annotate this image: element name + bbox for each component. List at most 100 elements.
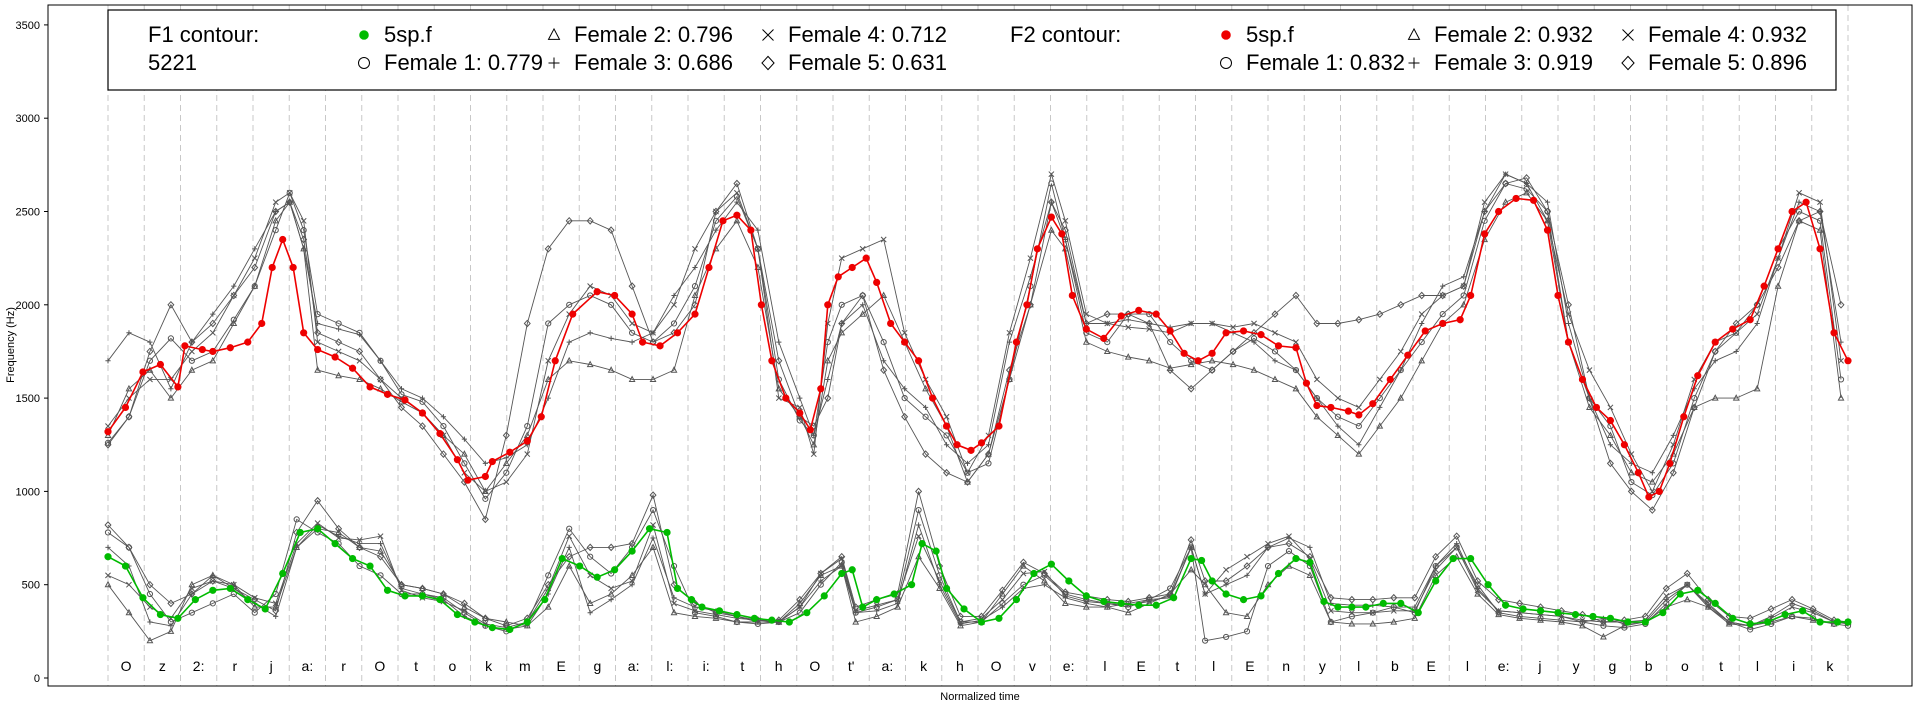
point bbox=[1418, 339, 1425, 346]
point bbox=[300, 329, 308, 337]
point bbox=[1369, 400, 1377, 408]
phone-label: t' bbox=[848, 658, 855, 674]
point bbox=[915, 487, 923, 496]
point bbox=[915, 533, 922, 540]
point bbox=[460, 603, 468, 610]
legend-f1-entry: 5sp.f bbox=[384, 22, 433, 47]
point bbox=[545, 572, 552, 579]
point bbox=[359, 30, 369, 40]
point bbox=[785, 618, 793, 626]
point bbox=[1292, 384, 1300, 392]
point bbox=[1523, 188, 1530, 196]
point bbox=[628, 282, 636, 290]
point bbox=[209, 577, 217, 585]
phone-label: j bbox=[1537, 658, 1541, 674]
point bbox=[1711, 599, 1719, 607]
point bbox=[1320, 597, 1328, 606]
point bbox=[331, 353, 339, 361]
point bbox=[1733, 348, 1739, 355]
point bbox=[670, 320, 678, 327]
point bbox=[775, 356, 783, 365]
phone-label: b bbox=[1391, 658, 1399, 674]
point bbox=[314, 328, 322, 337]
f1-main-line bbox=[107, 527, 1848, 631]
point bbox=[1041, 582, 1047, 588]
point bbox=[964, 460, 971, 467]
point bbox=[1453, 544, 1460, 551]
point bbox=[628, 375, 636, 383]
phone-label: E bbox=[1426, 658, 1435, 674]
point bbox=[1837, 300, 1845, 309]
point bbox=[824, 301, 832, 309]
point bbox=[1523, 180, 1530, 187]
point bbox=[1753, 384, 1761, 392]
point bbox=[105, 358, 111, 364]
point bbox=[796, 417, 803, 424]
legend-f1-entry: Female 4: 0.712 bbox=[788, 22, 947, 47]
point bbox=[1809, 616, 1817, 623]
y-tick-label: 1000 bbox=[16, 486, 40, 498]
point bbox=[139, 594, 147, 602]
point bbox=[1571, 610, 1580, 619]
point bbox=[1145, 356, 1153, 364]
point bbox=[733, 216, 741, 224]
point bbox=[460, 599, 468, 608]
point bbox=[272, 199, 279, 206]
point bbox=[125, 412, 133, 421]
plot-frame bbox=[47, 4, 1913, 687]
point bbox=[1187, 554, 1195, 563]
point bbox=[1838, 357, 1844, 364]
point bbox=[691, 310, 699, 318]
point bbox=[1244, 553, 1250, 560]
point bbox=[670, 608, 678, 616]
point bbox=[1432, 552, 1440, 561]
point bbox=[1578, 610, 1586, 619]
point bbox=[1348, 609, 1355, 616]
point bbox=[1292, 339, 1299, 346]
point bbox=[1579, 617, 1586, 624]
point bbox=[852, 603, 860, 611]
point bbox=[1753, 300, 1761, 309]
point bbox=[401, 396, 409, 404]
point bbox=[1209, 320, 1216, 327]
point bbox=[880, 339, 887, 346]
point bbox=[1348, 603, 1356, 611]
point bbox=[1788, 207, 1796, 216]
point bbox=[796, 404, 803, 411]
point bbox=[1775, 255, 1782, 262]
point bbox=[1676, 590, 1684, 598]
point bbox=[125, 543, 133, 552]
point bbox=[775, 616, 783, 625]
point bbox=[1523, 174, 1531, 182]
legend-f1-entry: Female 3: 0.686 bbox=[574, 50, 733, 75]
point bbox=[1397, 394, 1405, 401]
point bbox=[1030, 569, 1038, 578]
point bbox=[482, 495, 489, 502]
point bbox=[503, 479, 510, 486]
point bbox=[1536, 607, 1545, 615]
point bbox=[356, 536, 363, 543]
phone-label: O bbox=[809, 658, 820, 674]
point bbox=[1733, 329, 1740, 336]
phone-label: a: bbox=[628, 658, 640, 674]
point bbox=[1369, 595, 1377, 604]
point bbox=[1221, 30, 1231, 40]
point bbox=[628, 539, 636, 548]
point bbox=[824, 356, 832, 364]
point bbox=[419, 395, 426, 401]
point bbox=[230, 319, 238, 327]
point bbox=[1166, 327, 1174, 335]
point bbox=[922, 384, 930, 392]
point bbox=[544, 375, 552, 383]
point bbox=[314, 496, 322, 505]
point bbox=[1694, 372, 1702, 380]
point bbox=[1061, 588, 1069, 597]
y-tick-label: 2000 bbox=[16, 300, 40, 312]
point bbox=[1453, 532, 1461, 541]
point bbox=[985, 442, 992, 448]
point bbox=[1293, 367, 1299, 373]
f1-speaker-line bbox=[107, 491, 1849, 627]
point bbox=[1558, 618, 1565, 625]
point bbox=[608, 301, 615, 308]
